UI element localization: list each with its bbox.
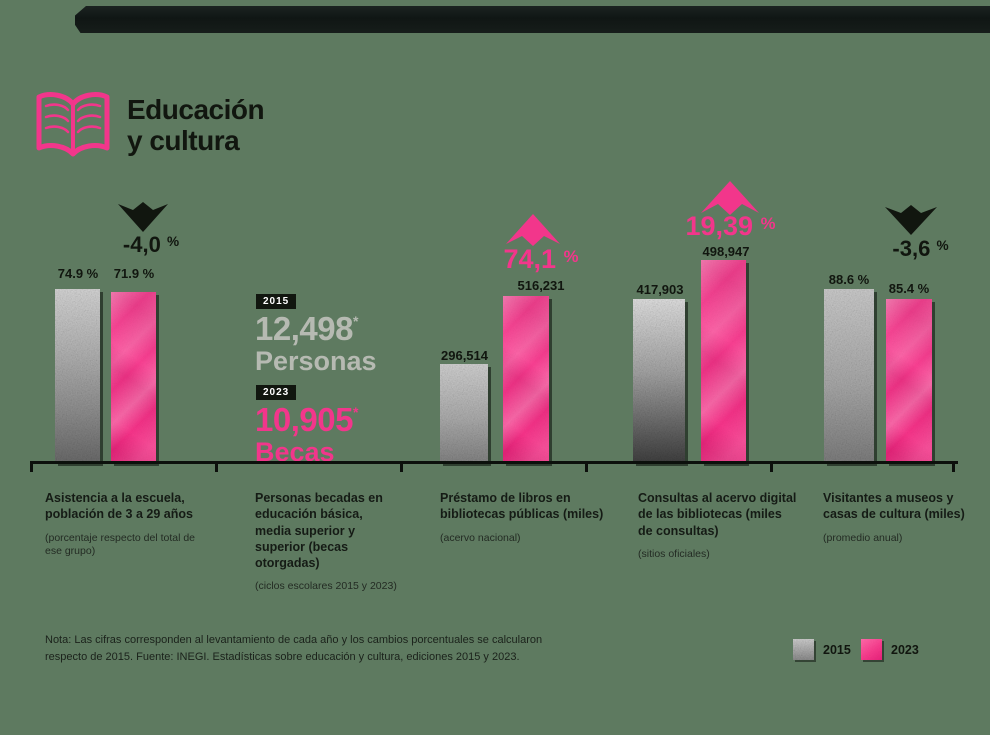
caption-note: (ciclos escolares 2015 y 2023): [255, 580, 397, 593]
caption-text: Préstamo de libros en bibliotecas públic…: [440, 491, 604, 522]
legend-swatch-2023: [861, 639, 882, 660]
change-number: -4,0: [122, 232, 161, 257]
stat-2015: 12,498* Personas: [255, 312, 377, 375]
footnote-line1: Nota: Las cifras corresponden al levanta…: [45, 634, 543, 646]
stat-2015-number: 12,498*: [255, 310, 358, 347]
change-number: 74,1: [503, 244, 557, 274]
bar-value-label: 516,231: [517, 278, 565, 293]
arrow-up-icon: [701, 181, 759, 220]
legend-label-2015: 2015: [823, 643, 851, 657]
axis-tick: [585, 464, 588, 472]
arrow-up-icon: [506, 214, 560, 251]
footnote: Nota: Las cifras corresponden al levanta…: [45, 632, 570, 665]
bar-2015-group1: [55, 289, 100, 463]
bar-value-label: 74.9 %: [57, 266, 99, 281]
caption-note: (acervo nacional): [440, 531, 521, 544]
page-title-line1: Educación: [127, 94, 265, 125]
arrow-down-icon: [885, 205, 937, 240]
legend-swatch-2015: [793, 639, 814, 660]
year-chip-2023: 2023: [256, 385, 297, 400]
bar-2023-group4: [701, 260, 746, 463]
stat-2015-unit: Personas: [255, 346, 377, 376]
open-book-icon: [33, 90, 113, 162]
bar-2023-group3: [503, 296, 549, 463]
caption-group3: Préstamo de libros en bibliotecas públic…: [440, 490, 620, 545]
percent-sign: %: [166, 234, 180, 249]
bar-value-label: 88.6 %: [828, 272, 870, 287]
caption-group5: Visitantes a museos y casas de cultura (…: [823, 490, 978, 545]
caption-group2: Personas becadas en educación básica, me…: [255, 490, 400, 594]
caption-note: (promedio anual): [823, 531, 903, 544]
legend-label-2023: 2023: [891, 643, 919, 657]
bar-2023-group5: [886, 299, 932, 463]
axis-tick: [770, 464, 773, 472]
axis-tick: [952, 464, 955, 472]
caption-text: Personas becadas en educación básica, me…: [255, 491, 383, 570]
caption-group1: Asistencia a la escuela, población de 3 …: [45, 490, 200, 559]
caption-text: Consultas al acervo digital de las bibli…: [638, 491, 797, 538]
change-value: 19,39 %: [668, 211, 793, 242]
bar-value-label: 71.9 %: [113, 266, 155, 281]
bar-value-label: 417,903: [636, 282, 684, 297]
change-number: -3,6: [892, 236, 931, 261]
bar-2015-group5: [824, 289, 874, 463]
stat-2023: 10,905* Becas: [255, 403, 358, 466]
stat-2023-number: 10,905*: [255, 401, 358, 438]
caption-text: Asistencia a la escuela, población de 3 …: [45, 491, 193, 522]
bar-2015-group4: [633, 299, 685, 463]
percent-sign: %: [936, 238, 949, 253]
axis-tick: [400, 464, 403, 472]
bar-2023-group1: [111, 292, 156, 463]
arrow-down-icon: [118, 202, 168, 237]
x-axis-line: [30, 461, 958, 464]
caption-note: (sitios oficiales): [638, 547, 710, 560]
tape-strip: [75, 6, 990, 33]
bar-2015-group3: [440, 364, 488, 463]
caption-text: Visitantes a museos y casas de cultura (…: [823, 491, 965, 522]
bar-value-label: 296,514: [441, 348, 488, 363]
change-number: 19,39: [685, 211, 754, 241]
page-title-line2: y cultura: [127, 125, 240, 157]
caption-note: (porcentaje respecto del total de ese gr…: [45, 531, 196, 558]
year-chip-2015: 2015: [256, 294, 297, 309]
footnote-asterisk: *: [352, 404, 358, 420]
bar-value-label: 498,947: [702, 244, 750, 259]
change-value: 74,1 %: [486, 244, 596, 275]
footnote-asterisk: *: [352, 313, 358, 329]
change-value: -4,0 %: [96, 232, 206, 258]
page-title: Educación y cultura: [127, 94, 265, 157]
percent-sign: %: [563, 247, 579, 266]
axis-tick: [30, 464, 33, 472]
axis-tick: [215, 464, 218, 472]
caption-group4: Consultas al acervo digital de las bibli…: [638, 490, 798, 561]
change-value: -3,6 %: [868, 236, 973, 262]
bar-value-label: 85.4 %: [888, 281, 930, 296]
percent-sign: %: [760, 214, 776, 233]
footnote-line2: respecto de 2015. Fuente: INEGI. Estadís…: [45, 650, 520, 663]
